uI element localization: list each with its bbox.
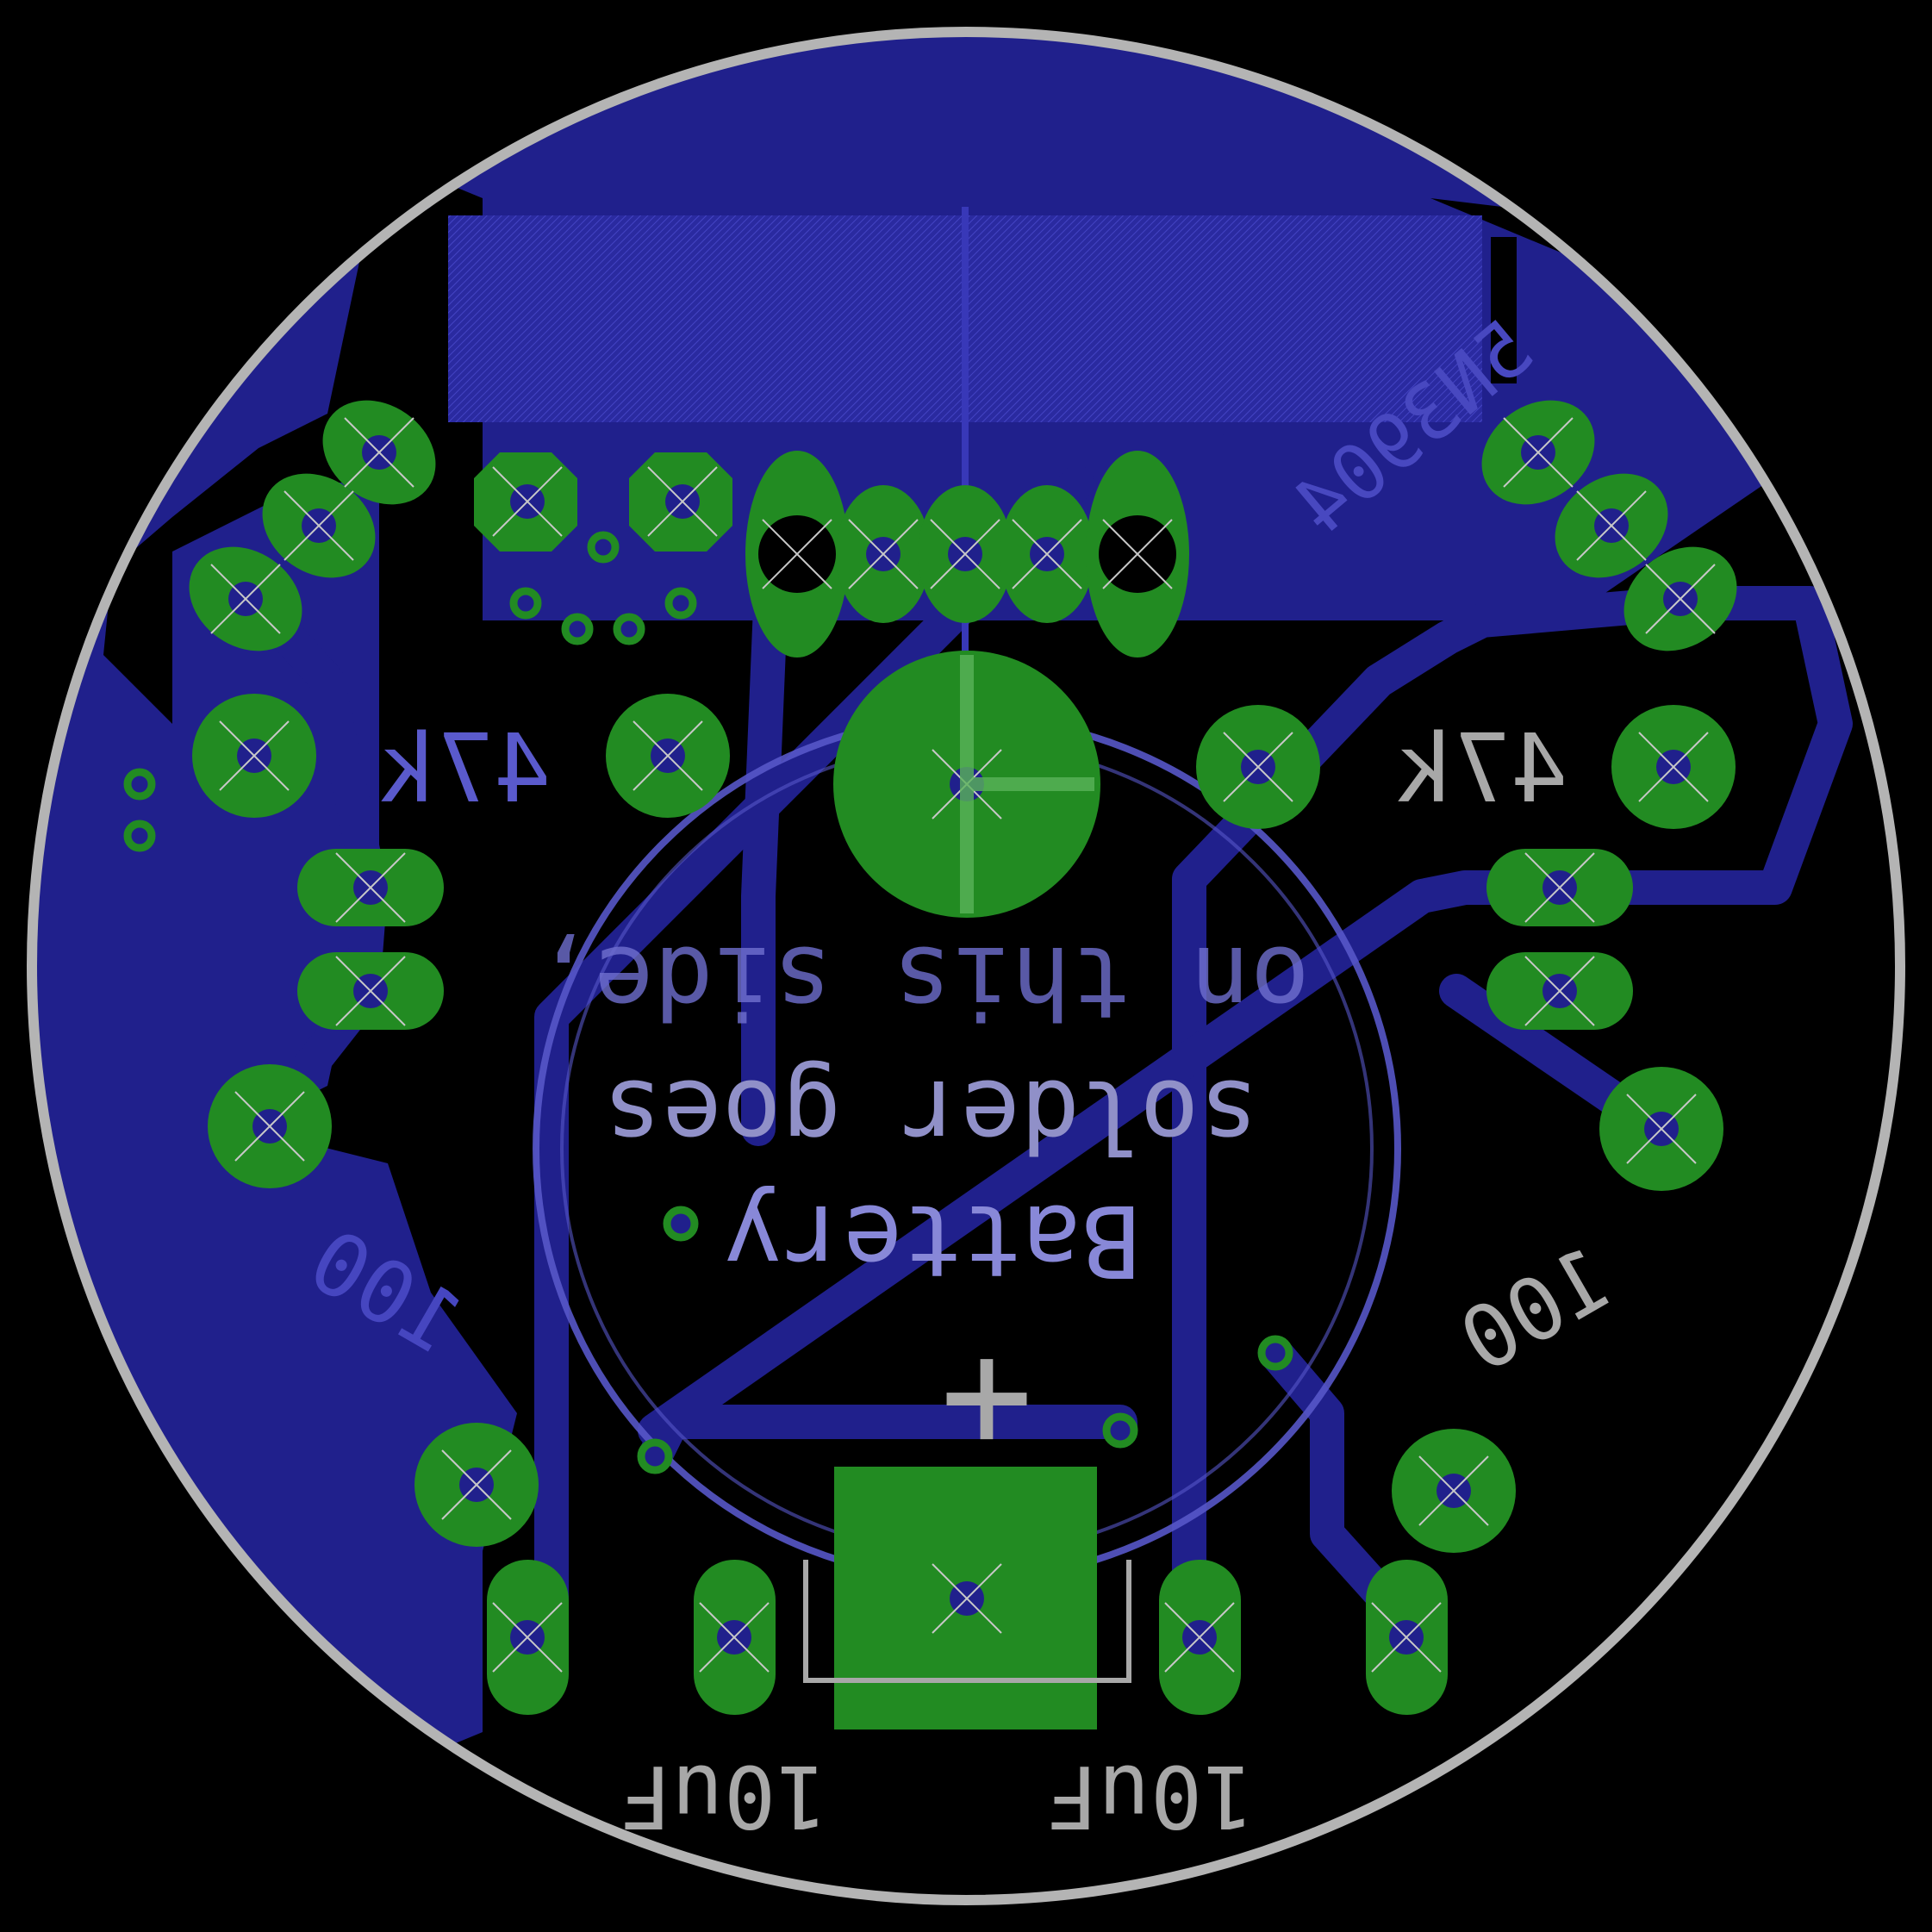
pad-cross-icon [848, 519, 919, 589]
pad-cross-icon [1012, 519, 1082, 589]
c-bottom-right-label: 10uF [1047, 1746, 1255, 1847]
pad-cross-icon [284, 490, 354, 561]
pad-cross-icon [335, 852, 406, 923]
pad-cross-icon [1638, 732, 1709, 802]
pad-cross-icon [1418, 1455, 1489, 1526]
battery-holder-outline [803, 1560, 1131, 1683]
pad-cross-icon [210, 564, 281, 634]
pad-cross-icon [492, 466, 563, 537]
pad-cross-icon [234, 1091, 305, 1162]
battery-text-line2: solder goes [602, 1057, 1259, 1173]
via [561, 613, 594, 645]
via [664, 587, 697, 620]
pad-cross-icon [930, 519, 1000, 589]
battery-center-cross [960, 655, 1094, 913]
battery-polarity: + [940, 1305, 1033, 1485]
trace [1172, 586, 1698, 1620]
pad-cross-icon [1102, 519, 1173, 589]
trace [638, 586, 1853, 1448]
battery-text-line1: on this side, [534, 924, 1310, 1039]
pad-cross-icon [1524, 956, 1595, 1026]
via [613, 613, 645, 645]
r-right-label: 47k [1397, 714, 1568, 824]
pad-cross-icon [1223, 732, 1293, 802]
via [509, 587, 542, 620]
via [637, 1438, 673, 1474]
pad-cross-icon [344, 417, 414, 488]
pad-cross-icon [335, 956, 406, 1026]
board-outline [27, 27, 1905, 1905]
r-left-label: 47k [380, 714, 552, 824]
pad-cross-icon [1576, 490, 1647, 561]
pad-cross-icon [1645, 564, 1716, 634]
pad-holes [210, 417, 1716, 1673]
via [123, 820, 156, 852]
vias [123, 531, 1293, 1474]
via [663, 1206, 699, 1242]
trace [1258, 1336, 1422, 1637]
pad-cross-icon [932, 1563, 1002, 1634]
pad-cross-icon [1164, 1602, 1235, 1673]
pad-cross-icon [1626, 1094, 1697, 1164]
battery-text-line3: Battery [724, 1182, 1142, 1298]
pad-cross-icon [1524, 852, 1595, 923]
pad-cross-icon [492, 1602, 563, 1673]
pad-cross-icon [762, 519, 832, 589]
c-bottom-left-label: 10uF [620, 1746, 828, 1847]
via [1102, 1412, 1138, 1449]
via [587, 531, 620, 564]
pad-cross-icon [219, 720, 290, 791]
pad-cross-icon [1371, 1602, 1442, 1673]
via [1257, 1335, 1293, 1371]
via [123, 768, 156, 801]
pad-cross-icon [633, 720, 703, 791]
pad-cross-icon [647, 466, 718, 537]
pad-cross-icon [441, 1449, 512, 1520]
pad-cross-icon [699, 1602, 770, 1673]
pour-clearances [434, 200, 1517, 450]
pad-cross-icon [1503, 417, 1574, 488]
